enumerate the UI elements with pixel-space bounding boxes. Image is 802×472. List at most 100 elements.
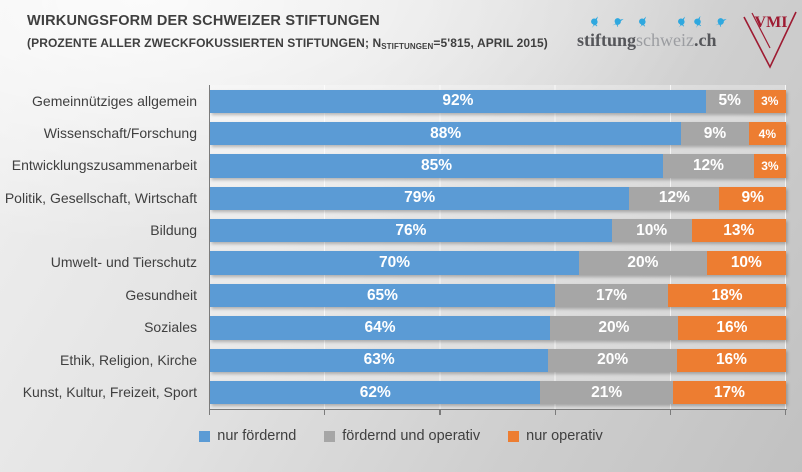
bar-row: Politik, Gesellschaft, Wirtschaft 79% 12% 9… — [0, 186, 786, 211]
bar-row: Gemeinnütziges allgemein 92% 5% 3% — [0, 89, 786, 113]
legend-swatch-icon — [508, 430, 520, 442]
bar-value-label: 20% — [627, 254, 659, 272]
bar-row: Kunst, Kultur, Freizeit, Sport 62% 21% 17% — [0, 381, 786, 405]
bar-value-label: 3% — [761, 94, 779, 109]
bar-segment: 17% — [554, 283, 669, 308]
bird-icon — [715, 18, 727, 27]
bar-segment: 9% — [681, 121, 749, 146]
bar-segment: 21% — [540, 381, 673, 405]
bar-value-label: 76% — [395, 221, 427, 239]
bar-value-label: 13% — [723, 221, 755, 239]
bar-segment: 79% — [210, 186, 630, 211]
bar-value-label: 16% — [715, 351, 747, 369]
legend-swatch-icon — [199, 430, 211, 442]
stacked-bar: 85% 12% 3% — [210, 154, 786, 178]
bar-segment: 13% — [691, 219, 786, 243]
bar-value-label: 65% — [366, 286, 398, 304]
bar-value-label: 88% — [430, 124, 462, 142]
bar-row: Umwelt- und Tierschutz 70% 20% 10% — [0, 251, 786, 275]
bar-segment: 10% — [706, 251, 786, 275]
category-label: Soziales — [144, 319, 197, 336]
category-label: Gesundheit — [125, 286, 197, 303]
value-axis-tick — [669, 409, 671, 415]
legend-item: nur fördernd — [199, 428, 296, 444]
bar-value-label: 85% — [421, 156, 453, 174]
bird-icon — [694, 15, 702, 28]
category-label: Bildung — [150, 222, 197, 239]
bar-value-label: 20% — [597, 351, 629, 369]
stacked-bar: 62% 21% 17% — [210, 381, 786, 405]
svg-text:VMI: VMI — [755, 14, 788, 31]
stacked-bar: 88% 9% 4% — [210, 121, 786, 146]
bar-segment: 76% — [210, 219, 612, 243]
wordmark-stiftung: stiftung — [577, 30, 637, 50]
legend-item: nur operativ — [508, 428, 603, 444]
bar-row: Wissenschaft/Forschung 88% 9% 4% — [0, 121, 786, 146]
legend-label: nur fördernd — [217, 428, 297, 444]
stiftungschweiz-logo: stiftungschweiz.ch — [575, 10, 735, 58]
bar-segment: 64% — [210, 316, 551, 340]
bar-value-label: 3% — [761, 158, 779, 173]
bar-rows: Gemeinnütziges allgemein 92% 5% 3% Wissensch… — [0, 85, 786, 409]
bar-row: Ethik, Religion, Kirche 63% 20% 16% — [0, 348, 786, 373]
bird-icon — [639, 16, 647, 28]
stacked-bar: 63% 20% 16% — [210, 348, 786, 373]
bar-segment: 92% — [210, 89, 706, 113]
bar-segment: 18% — [668, 283, 786, 308]
bar-value-label: 17% — [595, 286, 627, 304]
bar-segment: 17% — [672, 381, 786, 405]
wordmark-ch: .ch — [694, 30, 717, 50]
bar-segment: 20% — [550, 316, 678, 340]
page-title: WIRKUNGSFORM DER SCHWEIZER STIFTUNGEN — [27, 13, 380, 29]
bird-icon — [612, 18, 624, 27]
bar-segment: 9% — [719, 186, 786, 211]
value-axis-tick — [554, 409, 556, 415]
stacked-bar: 79% 12% 9% — [210, 186, 786, 211]
bird-icons-row — [575, 10, 735, 30]
bar-value-label: 17% — [713, 383, 745, 401]
wordmark-schweiz: schweiz — [636, 30, 694, 50]
bar-value-label: 21% — [591, 383, 623, 401]
bar-value-label: 12% — [692, 156, 724, 174]
bar-segment: 4% — [748, 121, 786, 146]
bar-value-label: 92% — [442, 92, 474, 110]
bar-value-label: 16% — [716, 318, 748, 336]
bar-segment: 20% — [548, 348, 677, 373]
bar-segment: 3% — [753, 154, 786, 178]
bar-value-label: 63% — [363, 351, 395, 369]
bar-segment: 16% — [676, 348, 786, 373]
bar-segment: 3% — [753, 89, 786, 113]
value-axis-line — [208, 408, 787, 410]
subtitle-subscript: STIFTUNGEN — [381, 42, 434, 51]
bar-segment: 85% — [210, 154, 664, 178]
stacked-bar: 65% 17% 18% — [210, 283, 786, 308]
bar-row: Soziales 64% 20% 16% — [0, 316, 786, 340]
bar-value-label: 5% — [718, 92, 741, 110]
bird-icon — [591, 16, 599, 28]
value-axis-tick — [439, 409, 441, 415]
bird-icon — [678, 16, 686, 28]
bar-row: Gesundheit 65% 17% 18% — [0, 283, 786, 308]
legend-label: fördernd und operativ — [342, 428, 481, 444]
bar-value-label: 12% — [658, 189, 690, 207]
category-label: Ethik, Religion, Kirche — [60, 351, 197, 368]
bar-segment: 20% — [579, 251, 707, 275]
category-axis-line — [208, 85, 210, 409]
bar-value-label: 64% — [364, 318, 396, 336]
value-axis-tick — [324, 409, 326, 415]
stiftungschweiz-wordmark: stiftungschweiz.ch — [577, 30, 717, 51]
bar-segment: 65% — [210, 283, 555, 308]
category-label: Gemeinnütziges allgemein — [32, 92, 197, 109]
legend-label: nur operativ — [526, 428, 603, 444]
bar-value-label: 18% — [711, 286, 743, 304]
bar-segment: 62% — [210, 381, 541, 405]
vmi-logo: VMI — [743, 11, 797, 69]
subtitle-text: (PROZENTE ALLER ZWECKFOKUSSIERTEN STIFTU… — [27, 36, 382, 50]
stacked-bar: 70% 20% 10% — [210, 251, 786, 275]
bar-segment: 88% — [210, 121, 682, 146]
bar-value-label: 9% — [741, 189, 764, 207]
category-label: Entwicklungszusammenarbeit — [11, 157, 197, 174]
value-axis-tick — [785, 409, 787, 415]
bar-segment: 70% — [210, 251, 580, 275]
